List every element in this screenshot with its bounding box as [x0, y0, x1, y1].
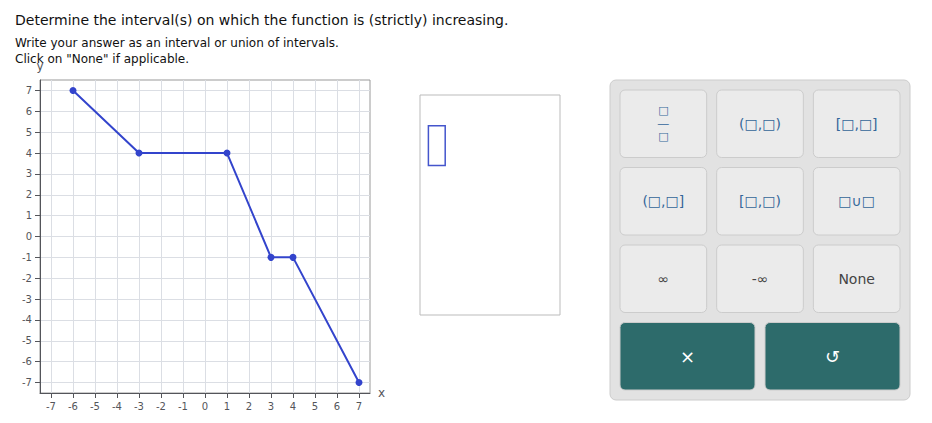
svg-text:―: ― [658, 117, 669, 130]
svg-text:None: None [838, 271, 875, 287]
svg-text:3: 3 [26, 168, 32, 179]
svg-text:[□,□]: [□,□] [836, 116, 878, 132]
svg-text:5: 5 [312, 401, 318, 412]
svg-text:-7: -7 [46, 401, 56, 412]
svg-text:-6: -6 [22, 356, 32, 367]
svg-text:6: 6 [26, 106, 32, 117]
svg-text:-5: -5 [90, 401, 100, 412]
svg-text:-1: -1 [22, 252, 32, 263]
svg-text:2: 2 [246, 401, 252, 412]
svg-text:-4: -4 [112, 401, 122, 412]
svg-text:5: 5 [26, 127, 32, 138]
svg-text:Determine the interval(s) on w: Determine the interval(s) on which the f… [15, 12, 508, 28]
svg-text:2: 2 [26, 189, 32, 200]
svg-text:7: 7 [26, 85, 32, 96]
svg-text:-4: -4 [22, 314, 32, 325]
svg-text:-∞: -∞ [752, 271, 769, 287]
svg-text:6: 6 [334, 401, 340, 412]
svg-text:-7: -7 [22, 377, 32, 388]
svg-text:1: 1 [26, 210, 32, 221]
svg-text:Click on "None" if applicable.: Click on "None" if applicable. [15, 52, 189, 66]
svg-text:[□,□): [□,□) [739, 193, 781, 209]
svg-text:-3: -3 [134, 401, 144, 412]
svg-text:(□,□): (□,□) [739, 116, 781, 132]
svg-text:3: 3 [268, 401, 274, 412]
svg-text:7: 7 [356, 401, 362, 412]
svg-text:-3: -3 [22, 294, 32, 305]
svg-text:-6: -6 [68, 401, 78, 412]
svg-text:4: 4 [26, 148, 32, 159]
svg-text:↺: ↺ [825, 346, 840, 367]
svg-text:x: x [378, 386, 385, 400]
svg-text:y: y [36, 59, 44, 73]
svg-text:-5: -5 [22, 335, 32, 346]
svg-text:∞: ∞ [657, 271, 669, 287]
svg-text:1: 1 [224, 401, 230, 412]
svg-text:□: □ [658, 104, 668, 117]
svg-text:0: 0 [202, 401, 208, 412]
svg-text:×: × [680, 346, 695, 367]
svg-text:-1: -1 [178, 401, 188, 412]
svg-text:□: □ [658, 130, 668, 143]
svg-text:-2: -2 [156, 401, 166, 412]
svg-text:(□,□]: (□,□] [642, 193, 684, 209]
svg-text:Write your answer as an interv: Write your answer as an interval or unio… [15, 36, 339, 50]
svg-text:0: 0 [26, 231, 32, 242]
svg-text:4: 4 [290, 401, 296, 412]
svg-text:-2: -2 [22, 273, 32, 284]
svg-text:□∪□: □∪□ [838, 193, 875, 209]
